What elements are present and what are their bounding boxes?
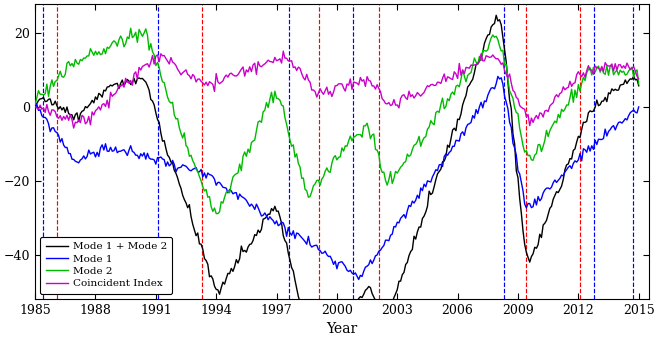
Mode 1 <box>410 201 418 205</box>
Mode 2 <box>145 48 153 52</box>
Mode 1 + Mode 2 <box>492 13 500 17</box>
Mode 1 <box>397 216 405 220</box>
Mode 2 <box>48 78 56 82</box>
Mode 1 + Mode 2 <box>48 103 56 107</box>
Coincident Index <box>145 65 153 69</box>
Mode 2 <box>378 170 386 174</box>
Line: Mode 1: Mode 1 <box>35 76 639 279</box>
Line: Coincident Index: Coincident Index <box>35 51 639 128</box>
Line: Mode 1 + Mode 2: Mode 1 + Mode 2 <box>35 15 639 337</box>
Mode 2 <box>214 211 222 216</box>
Mode 1 <box>31 106 39 110</box>
Mode 1 + Mode 2 <box>143 84 151 88</box>
Mode 1 + Mode 2 <box>304 335 312 339</box>
Mode 1 <box>143 151 151 155</box>
Mode 2 <box>564 103 572 107</box>
Coincident Index <box>70 126 78 130</box>
Mode 2 <box>31 102 39 106</box>
Coincident Index <box>412 94 420 98</box>
Mode 1 <box>354 277 362 282</box>
Mode 2 <box>412 142 420 147</box>
Coincident Index <box>31 104 39 108</box>
Coincident Index <box>279 49 287 53</box>
Mode 1 <box>635 105 643 109</box>
Coincident Index <box>48 108 56 112</box>
Coincident Index <box>564 85 572 89</box>
Mode 1 + Mode 2 <box>397 279 405 283</box>
Mode 1 <box>564 165 572 169</box>
Mode 1 + Mode 2 <box>635 84 643 88</box>
X-axis label: Year: Year <box>326 322 358 336</box>
Line: Mode 2: Mode 2 <box>35 28 639 214</box>
Coincident Index <box>635 77 643 81</box>
Mode 1 + Mode 2 <box>410 234 418 238</box>
Mode 1 + Mode 2 <box>377 302 385 306</box>
Mode 2 <box>635 82 643 86</box>
Mode 1 <box>48 126 56 130</box>
Mode 1 <box>377 248 385 252</box>
Mode 2 <box>399 164 407 168</box>
Mode 1 + Mode 2 <box>31 106 39 110</box>
Mode 1 + Mode 2 <box>564 162 572 166</box>
Mode 2 <box>127 26 135 30</box>
Legend: Mode 1 + Mode 2, Mode 1, Mode 2, Coincident Index: Mode 1 + Mode 2, Mode 1, Mode 2, Coincid… <box>40 237 172 294</box>
Coincident Index <box>378 97 386 101</box>
Coincident Index <box>399 94 407 98</box>
Mode 1 <box>494 74 502 79</box>
